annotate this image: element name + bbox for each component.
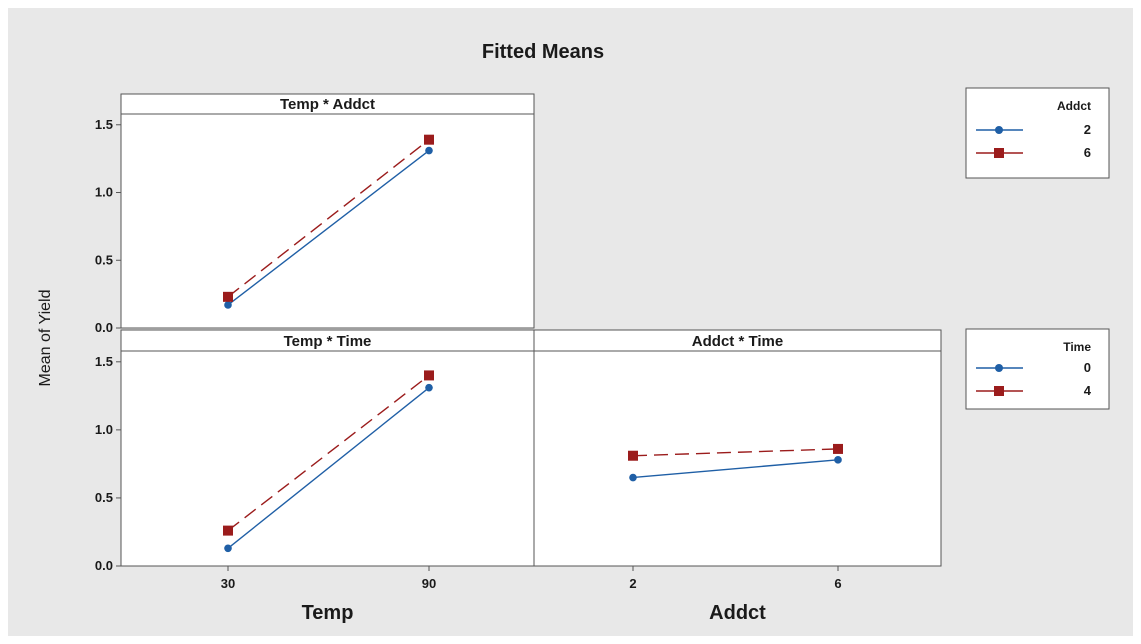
- legend-frame: [965, 87, 1110, 179]
- panel-frame: [120, 329, 535, 567]
- y-tick-label: 1.5: [95, 354, 113, 369]
- data-point: [424, 370, 434, 381]
- x-tick-label: 6: [834, 576, 841, 591]
- y-tick-label: 1.0: [95, 422, 113, 437]
- legend-entry-label: 4: [1084, 383, 1092, 398]
- y-tick-label: 0.5: [95, 252, 113, 267]
- panel-2: Temp * Time 0.0 0.5 1.0 1.5 30 90 Temp: [95, 329, 535, 624]
- legend-entry-label: 2: [1084, 122, 1091, 137]
- panel-title: Temp * Time: [284, 333, 372, 350]
- legend-1: Addct 2 6: [965, 87, 1110, 179]
- x-tick-label: 90: [422, 576, 436, 591]
- data-point: [425, 383, 433, 392]
- legend-layer: Addct 2 6 Time 0 4: [965, 87, 1110, 410]
- data-point: [424, 134, 434, 145]
- y-tick-label: 1.5: [95, 117, 113, 132]
- x-tick-label: 30: [221, 576, 235, 591]
- legend-swatch-marker: [994, 386, 1004, 396]
- x-axis-title: Addct: [709, 602, 766, 624]
- data-point: [223, 525, 233, 536]
- data-point: [833, 443, 843, 454]
- chart-title: Fitted Means: [482, 41, 604, 63]
- panel-1: Temp * Addct 0.0 0.5 1.0 1.5: [95, 93, 535, 335]
- series-line-4: [632, 448, 839, 457]
- data-point: [223, 291, 233, 302]
- panel-frame: [120, 93, 535, 329]
- legend-title: Time: [1063, 340, 1091, 354]
- data-point: [834, 456, 842, 464]
- panel-title: Temp * Addct: [280, 96, 375, 113]
- x-axis-title: Temp: [302, 602, 354, 624]
- chart-svg: Fitted Means Mean of Yield Temp * Addct 0…: [37, 41, 1110, 624]
- panels-layer: Temp * Addct 0.0 0.5 1.0 1.5 Temp * Time 0.0 0.…: [95, 93, 942, 624]
- panel-frame: [533, 329, 942, 567]
- data-point: [224, 301, 232, 309]
- series-line-0: [227, 387, 430, 549]
- data-point: [224, 544, 232, 553]
- series-line-4: [227, 374, 430, 532]
- panel-3: Addct * Time 2 6 Addct: [533, 329, 942, 624]
- panel-title: Addct * Time: [692, 333, 783, 350]
- series-line-6: [227, 139, 430, 298]
- series-line-0: [632, 459, 839, 479]
- data-point: [629, 473, 637, 482]
- legend-swatch-marker: [995, 364, 1003, 372]
- legend-swatch-marker: [995, 126, 1003, 134]
- y-tick-label: 0.5: [95, 490, 113, 505]
- legend-2: Time 0 4: [965, 328, 1110, 410]
- y-tick-label: 1.0: [95, 185, 113, 200]
- legend-entry-label: 6: [1084, 145, 1091, 160]
- y-axis-label: Mean of Yield: [37, 290, 54, 387]
- y-tick-label: 0.0: [95, 558, 113, 573]
- legend-entry-label: 0: [1084, 360, 1091, 375]
- legend-swatch-marker: [994, 148, 1004, 158]
- chart-figure: Fitted Means Mean of Yield Temp * Addct 0…: [8, 8, 1133, 636]
- legend-frame: [965, 328, 1110, 410]
- y-tick-label: 0.0: [95, 320, 113, 335]
- legend-title: Addct: [1057, 99, 1091, 113]
- x-tick-label: 2: [629, 576, 636, 591]
- series-line-2: [227, 149, 430, 306]
- data-point: [628, 450, 638, 461]
- data-point: [425, 146, 433, 155]
